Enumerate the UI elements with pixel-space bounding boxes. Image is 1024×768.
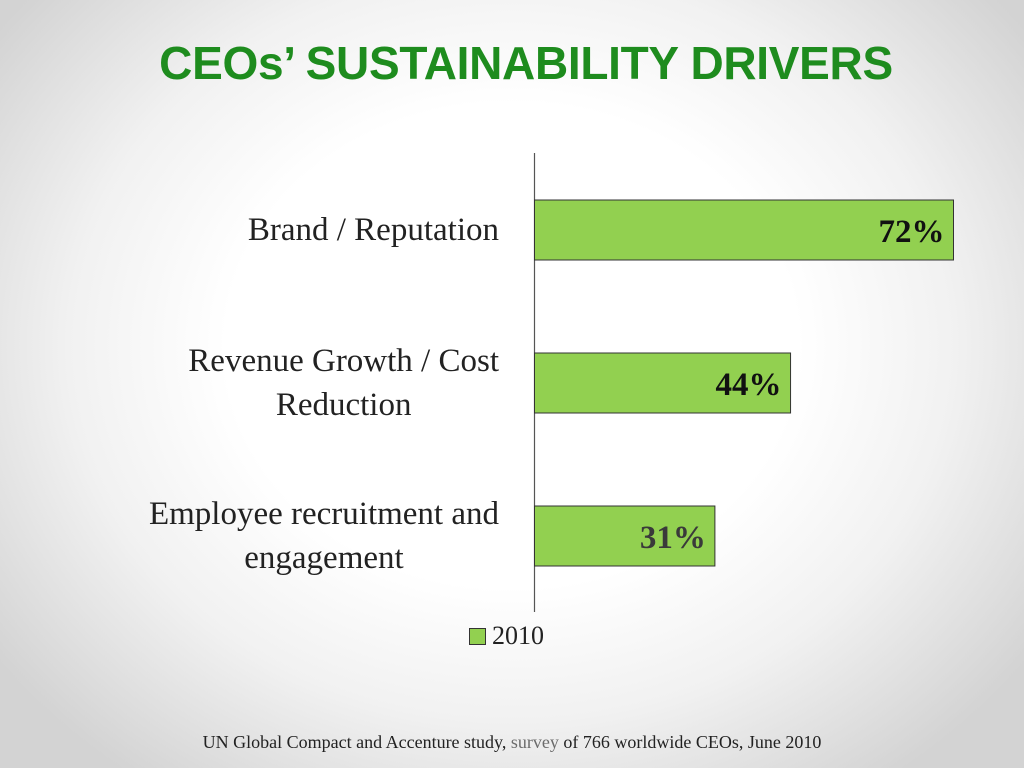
category-label-line: Revenue Growth / Cost: [188, 343, 499, 379]
bar-1: [534, 199, 954, 261]
category-label-1: Brand / Reputation: [248, 208, 499, 252]
data-label-2: 44%: [716, 367, 782, 403]
category-label-line: engagement: [244, 540, 404, 576]
survey-link[interactable]: survey: [510, 732, 559, 752]
category-label-line: Reduction: [275, 387, 412, 423]
bar-2: [534, 352, 792, 414]
slide-title: CEOs’ SUSTAINABILITY DRIVERS: [159, 37, 893, 89]
legend-label: 2010: [492, 621, 544, 650]
category-label-line: Employee recruitment and: [148, 496, 499, 532]
data-label-3: 31%: [640, 520, 706, 556]
legend-swatch: [469, 627, 486, 645]
source-citation: UN Global Compact and Accenture study, s…: [0, 732, 1024, 753]
category-label-line: Brand / Reputation: [247, 212, 499, 248]
bar-3: [534, 505, 716, 567]
category-label-3: Employee recruitment and engagement: [149, 492, 499, 580]
chart-legend: 2010: [469, 618, 544, 654]
source-text-prefix: UN Global Compact and Accenture study,: [202, 732, 507, 752]
data-label-1: 72%: [879, 214, 945, 250]
source-text-suffix: of 766 worldwide CEOs, June 2010: [563, 732, 822, 752]
category-label-2: Revenue Growth / Cost Reduction: [188, 339, 499, 427]
